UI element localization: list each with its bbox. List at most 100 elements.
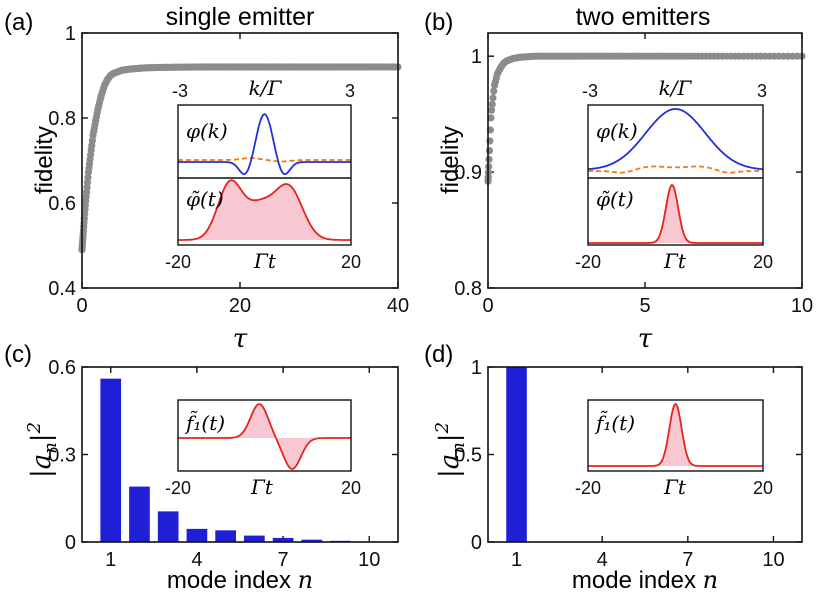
inset-b-kmin: -3 (582, 81, 598, 101)
panel-d-ylabel-sup: 2 (432, 422, 453, 434)
inset-c-tmax: 20 (341, 478, 361, 498)
panel-d-xlabel-text: mode index (572, 567, 703, 594)
inset-b-klabel: k/Γ (659, 76, 693, 100)
bar (272, 537, 294, 542)
xtick-label: 20 (229, 295, 251, 317)
data-point (489, 94, 497, 102)
ytick-label: 0.8 (454, 278, 482, 300)
f1-curve (178, 403, 351, 470)
panel-c-ylabel: |an|2 (24, 422, 61, 478)
panel-d-ylabel: |an|2 (432, 422, 469, 478)
panel-b-ylabel: fidelity (437, 126, 464, 194)
inset-d-tmin: -20 (575, 478, 601, 498)
inset-a-tmax: 20 (341, 252, 361, 272)
xtick-label: 7 (682, 549, 693, 571)
inset-c-tmin: -20 (165, 478, 191, 498)
xtick-label: 0 (482, 295, 493, 317)
inset-b-kmax: 3 (757, 81, 767, 101)
xtick-label: 0 (76, 295, 87, 317)
inset-b-phik: φ(k) (596, 119, 638, 143)
f1-fill (178, 404, 351, 469)
panel-a: (a) single emitter fidelity τ 0.4 0.6 0.8 1… (4, 3, 409, 354)
bar (506, 367, 527, 542)
inset-b-frame (587, 104, 764, 246)
panel-a-label: (a) (4, 9, 33, 36)
xtick-label: 4 (597, 549, 608, 571)
panel-b-plot: 0.80.910 5 10 (454, 33, 813, 317)
ytick-label: 0.6 (48, 357, 76, 379)
panel-a-frame (81, 32, 399, 289)
phi-k-imag-curve (178, 157, 351, 163)
inset-c: f̃₁(t) -20 Γt 20 (165, 399, 361, 499)
inset-a-tmin: -20 (165, 252, 191, 272)
panel-c-ylabel-tail: | (27, 433, 57, 442)
inset-d-flabel: f̃₁(t) (594, 411, 635, 435)
inset-b-tlabel: Γt (663, 249, 687, 273)
panel-c-ylabel-main: |a (27, 454, 57, 478)
xtick-label: 1 (511, 549, 522, 571)
panel-c-ylabel-sub: n (40, 442, 61, 454)
data-point (488, 100, 496, 108)
panel-d-label: (d) (424, 341, 453, 368)
panel-c-frame (81, 366, 399, 543)
bar (157, 511, 179, 542)
panel-a-plot: 0.4 0.6 0.8 1 0 20 40 (48, 23, 409, 317)
data-point (490, 87, 498, 95)
ytick-label: 0 (471, 532, 482, 554)
svg-text:|an|2: |an|2 (432, 422, 469, 478)
xtick-label: 10 (358, 549, 380, 571)
xtick-label: 10 (762, 549, 784, 571)
panel-a-title: single emitter (166, 3, 315, 31)
panel-a-xlabel: τ (233, 324, 248, 354)
data-point (487, 106, 496, 114)
bar (301, 539, 323, 542)
inset-d: f̃₁(t) -20 Γt 20 (575, 399, 773, 499)
xtick-label: 5 (639, 295, 650, 317)
xtick-label: 4 (191, 549, 202, 571)
ytick-label: 0.5 (454, 445, 482, 467)
inset-b-tmax: 20 (753, 252, 773, 272)
inset-c-curve (178, 403, 351, 470)
ytick-label: 0.8 (48, 108, 76, 130)
panel-c: (c) |an|2 mode index n 00.30.61 4 7 10 (4, 341, 399, 594)
xtick-label: 1 (105, 549, 116, 571)
panel-b-title: two emitters (576, 3, 711, 31)
xtick-label: 40 (387, 295, 409, 317)
inset-d-tlabel: Γt (663, 475, 687, 499)
phi-t-fill (588, 185, 763, 243)
panel-d-ylabel-sub: n (448, 442, 469, 454)
panel-b: (b) two emitters fidelity τ 0.80.910 5 10 (424, 3, 813, 354)
phi-t-curve (588, 183, 763, 244)
bar (100, 378, 122, 542)
ytick-label: 1 (471, 357, 482, 379)
inset-a-phit: φ̃(t) (186, 187, 224, 211)
data-point (485, 147, 494, 155)
panel-d-xlabel: mode index n (572, 566, 718, 594)
ytick-label: 0.6 (48, 193, 76, 215)
f1-curve (588, 402, 763, 467)
inset-a: -3 k/Γ 3 φ(k) φ̃(t) -20 Γt 20 (165, 76, 361, 273)
ytick-label: 0.4 (48, 278, 76, 300)
inset-a-kmax: 3 (345, 81, 355, 101)
inset-c-flabel: f̃₁(t) (184, 411, 225, 435)
panel-d-frame (487, 366, 803, 543)
bar (215, 530, 236, 542)
panel-b-label: (b) (424, 9, 453, 36)
data-point (485, 155, 493, 163)
inset-c-frame (177, 399, 352, 472)
panel-d-ylabel-main: |a (435, 454, 465, 478)
panel-b-frame (487, 32, 803, 289)
xtick-label: 7 (278, 549, 289, 571)
xtick-label: 10 (791, 295, 813, 317)
panel-b-xlabel: τ (638, 324, 653, 354)
ytick-label: 0.9 (454, 162, 482, 184)
panel-c-xlabel-text: mode index (167, 567, 298, 594)
inset-b: -3 k/Γ 3 φ(k) φ̃(t) -20 Γt 20 (575, 76, 773, 273)
phi-k-imag-curve (588, 165, 763, 174)
panel-c-xlabel: mode index n (167, 566, 313, 594)
phi-t-fill (178, 180, 351, 240)
panel-c-xlabel-var: n (298, 566, 313, 594)
panel-c-ylabel-sup: 2 (24, 422, 45, 434)
inset-a-frame (177, 104, 352, 246)
